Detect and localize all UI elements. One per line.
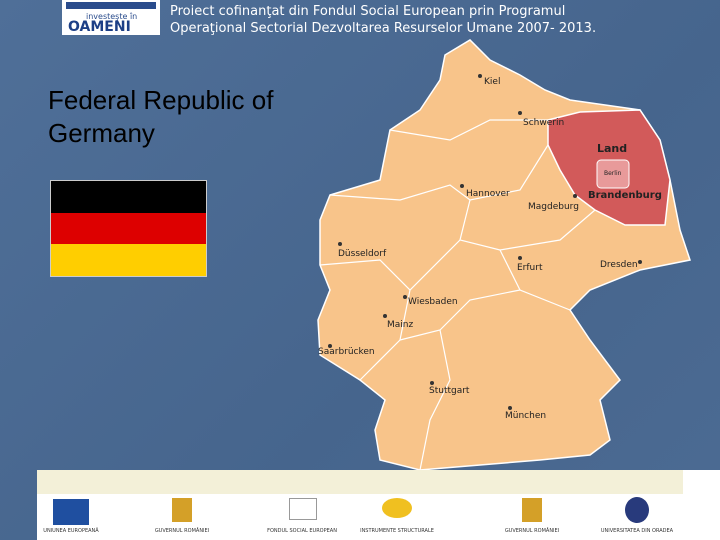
uo-logo: [625, 497, 649, 523]
title: Federal Republic of Germany: [48, 84, 273, 150]
is-logo: [382, 498, 412, 518]
map-label: Stuttgart: [429, 386, 470, 396]
title-line: Federal Republic of: [48, 85, 274, 115]
border: [389, 119, 548, 141]
border: [329, 144, 549, 201]
flag-stripe: [51, 213, 206, 244]
flag-stripe: [51, 181, 206, 213]
footer-band: [37, 470, 683, 494]
map-label: Wiesbaden: [408, 297, 458, 307]
map-label: Kiel: [484, 77, 500, 87]
logo-bar: [66, 2, 156, 9]
logo-text: investeşte în: [86, 12, 138, 21]
map-label: Magdeburg: [528, 202, 579, 212]
header-line: Proiect cofinanţat din Fondul Social Eur…: [170, 4, 566, 19]
fse-logo: [289, 498, 317, 520]
state-borders: [319, 119, 596, 471]
border: [399, 289, 521, 341]
flag-stripe: [51, 244, 206, 276]
city-dot: [508, 406, 512, 410]
map-label: Düsseldorf: [338, 249, 387, 259]
footer-caption: INSTRUMENTE STRUCTURALE: [360, 528, 434, 534]
map-label: Schwerin: [523, 118, 564, 128]
map-label: Berlin: [604, 170, 622, 177]
city-dot: [328, 344, 332, 348]
header-line: Operaţional Sectorial Dezvoltarea Resurs…: [170, 21, 597, 36]
footer-caption: GUVERNUL ROMÂNIEI: [154, 528, 210, 534]
city-dot: [518, 111, 522, 115]
title-line: Germany: [48, 118, 155, 148]
city-dot: [383, 314, 387, 318]
city-dot: [518, 256, 522, 260]
map-label: Land: [597, 142, 627, 155]
border: [319, 239, 461, 291]
footer-caption: GUVERNUL ROMÂNIEI: [504, 528, 560, 534]
state-berlin: [596, 159, 630, 189]
eu-logo: [53, 499, 89, 525]
city-dot: [403, 295, 407, 299]
map-label: Dresden: [600, 260, 638, 270]
footer-caption: UNIUNEA EUROPEANĂ: [43, 528, 99, 534]
city-dot: [573, 194, 577, 198]
map-label: München: [505, 411, 546, 421]
map-label: Brandenburg: [588, 190, 662, 201]
city-dot: [430, 381, 434, 385]
city-dot: [460, 184, 464, 188]
border: [419, 329, 451, 471]
city-dot: [478, 74, 482, 78]
footer-caption: UNIVERSITATEA DIN ORADEA: [600, 528, 674, 534]
flag: [50, 180, 207, 277]
logo-text: OAMENI: [68, 19, 131, 35]
city-dot: [638, 260, 642, 264]
logo: investeşte în OAMENI: [62, 0, 160, 35]
footer: UNIUNEA EUROPEANĂ GUVERNUL ROMÂNIEI FONDUL…: [37, 470, 720, 540]
map-label: Erfurt: [517, 263, 543, 273]
crest-logo: [172, 498, 192, 522]
city-dot: [338, 242, 342, 246]
map-label: Mainz: [387, 320, 413, 330]
crest-logo: [522, 498, 542, 522]
map-label: Hannover: [466, 189, 510, 199]
map-label: Saarbrücken: [318, 347, 375, 357]
footer-caption: FONDUL SOCIAL EUROPEAN: [267, 528, 337, 534]
header-text: Proiect cofinanţat din Fondul Social Eur…: [170, 3, 596, 37]
